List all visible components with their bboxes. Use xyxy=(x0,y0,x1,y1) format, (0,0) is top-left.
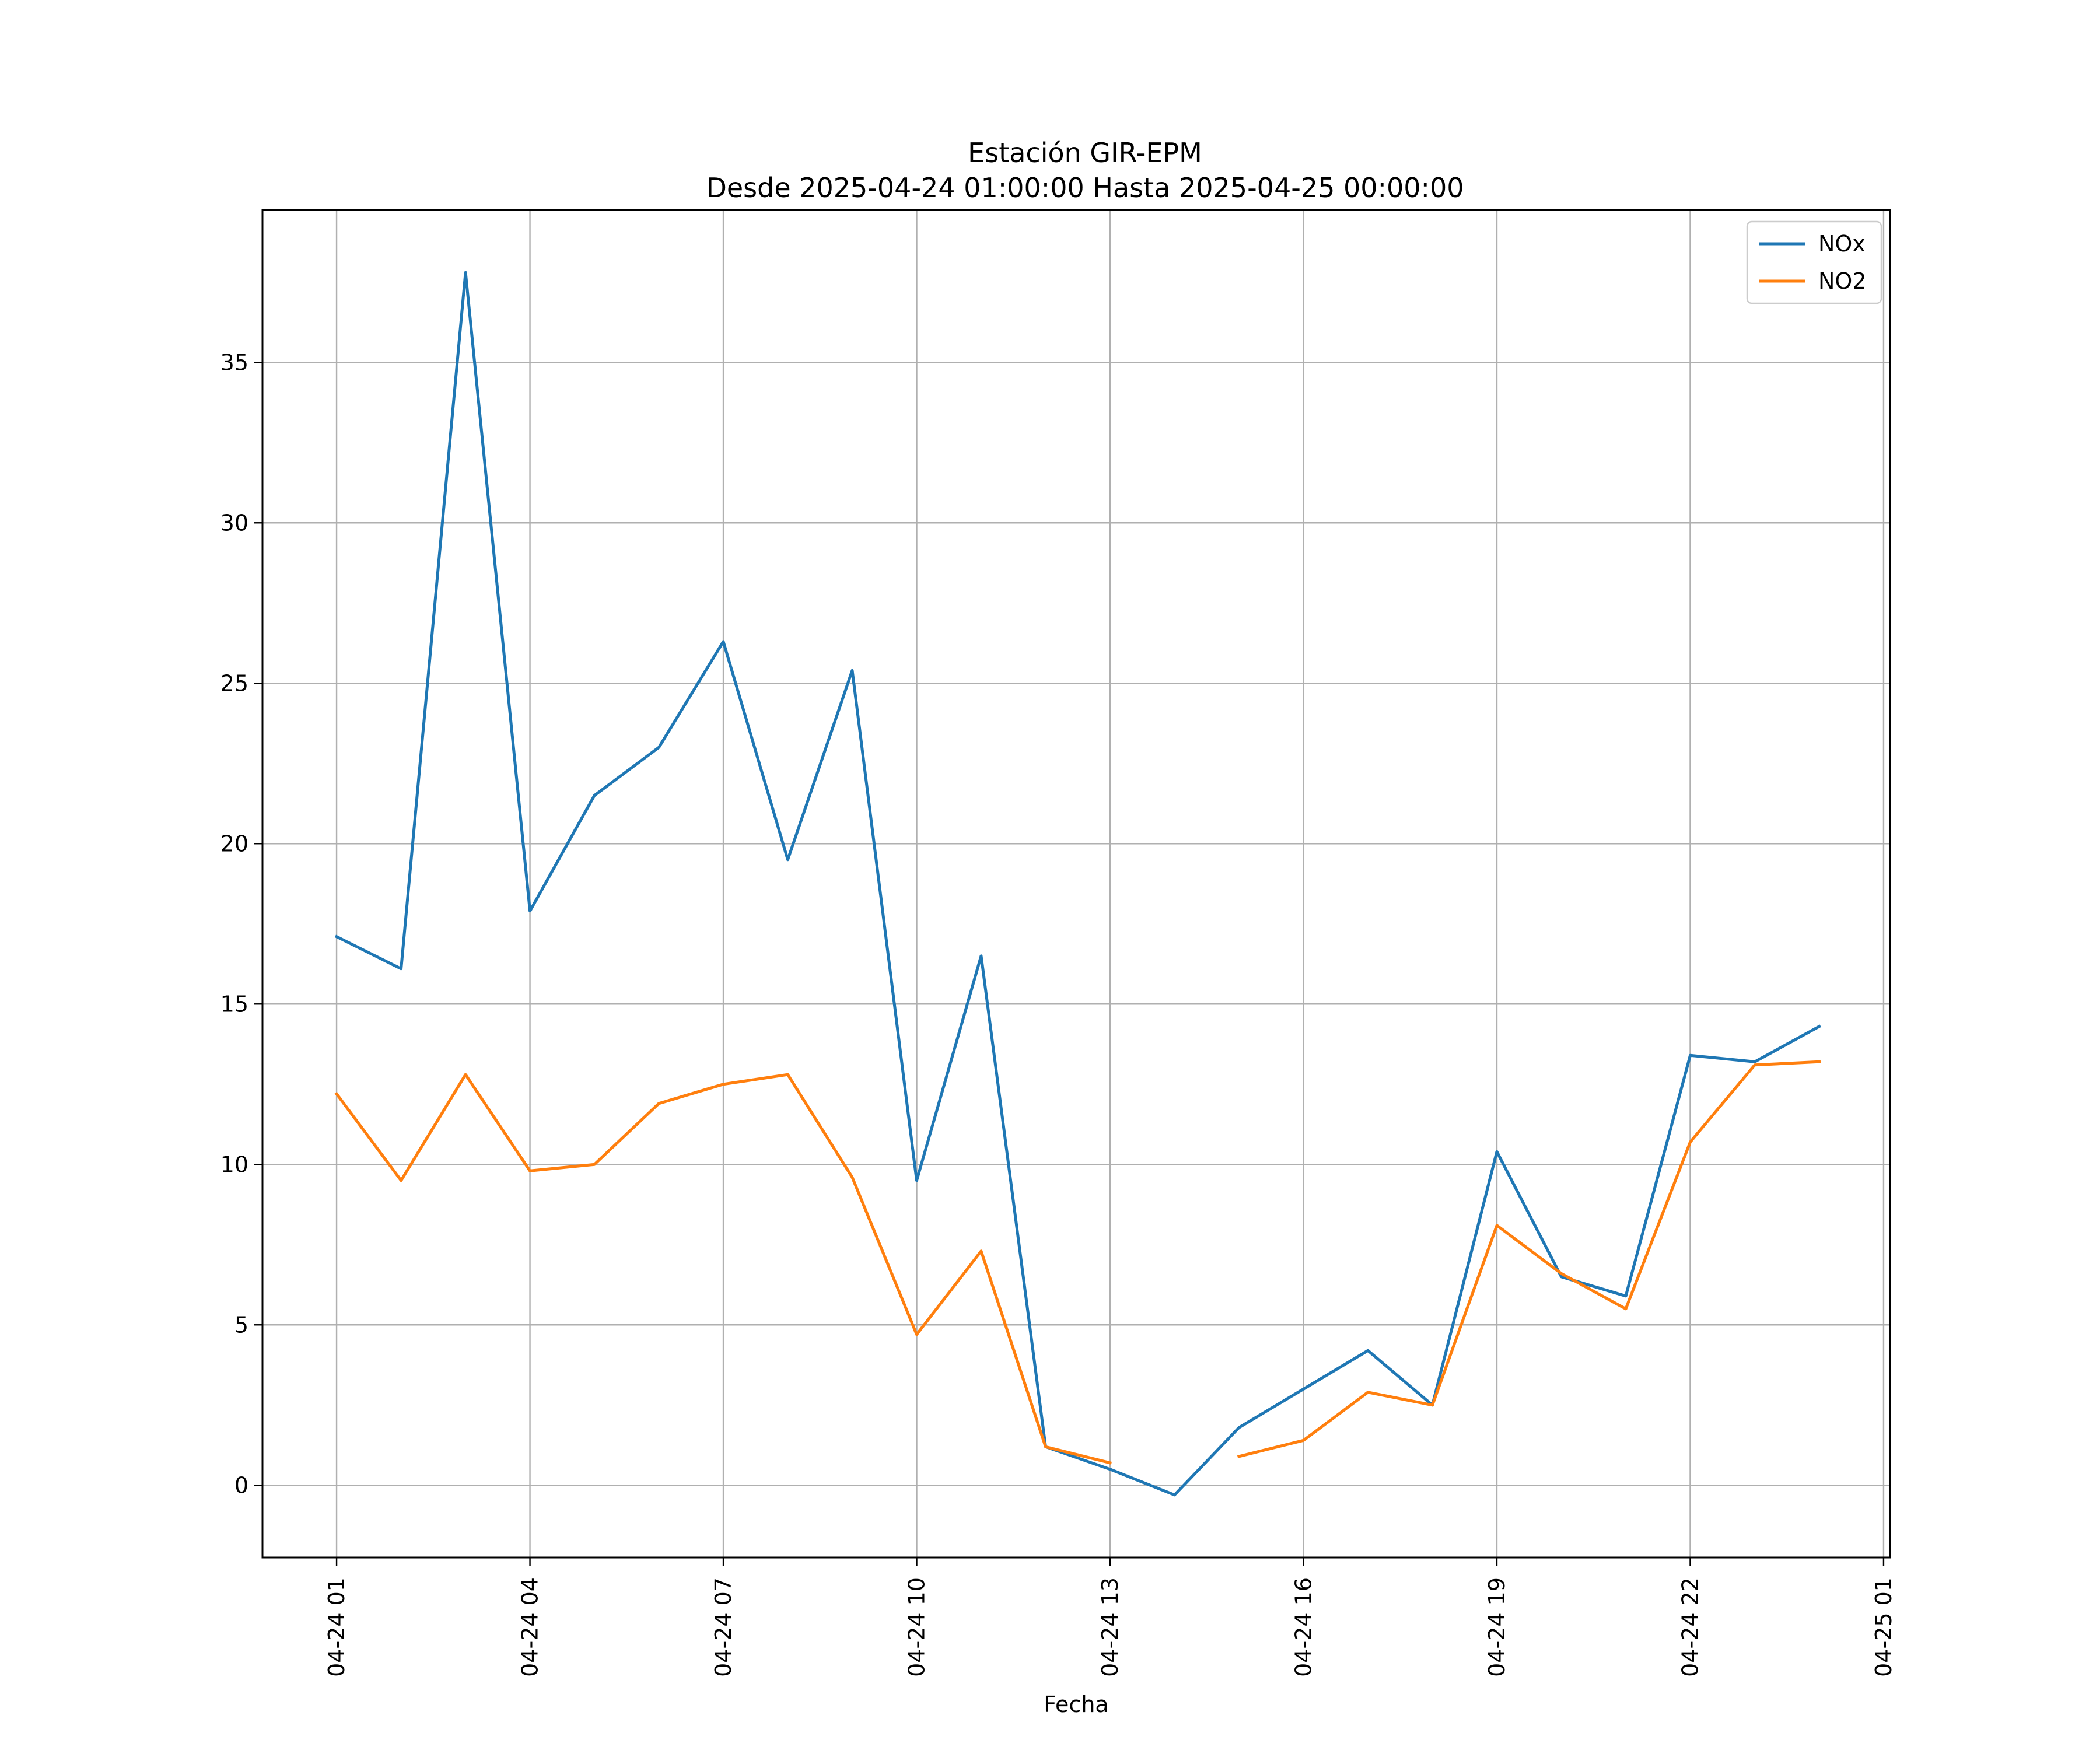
legend-box xyxy=(1746,220,1882,304)
y-tick-label: 20 xyxy=(220,831,249,856)
x-tick-label: 04-24 16 xyxy=(1290,1577,1316,1677)
series-lines xyxy=(334,271,1821,1497)
axis-ticks: 04-24 01 04-24 04 04-24 07 04-24 10 04-24 13… xyxy=(220,349,1896,1677)
series-line-no2 xyxy=(334,1060,1821,1465)
plot-area-frame xyxy=(261,209,1891,1559)
y-tick-label: 10 xyxy=(220,1152,249,1177)
y-tick-label: 35 xyxy=(220,349,249,375)
legend: NOx NO2 xyxy=(1746,220,1882,304)
legend-label: NO2 xyxy=(1818,268,1867,294)
y-tick-label: 15 xyxy=(220,991,249,1017)
x-axis-label: Fecha xyxy=(1044,1692,1108,1717)
x-tick-label: 04-24 01 xyxy=(324,1577,349,1677)
x-tick-label: 04-24 13 xyxy=(1097,1577,1123,1677)
y-tick-label: 0 xyxy=(235,1472,249,1498)
y-tick-label: 25 xyxy=(220,670,249,696)
x-tick-label: 04-24 10 xyxy=(904,1577,930,1677)
legend-label: NOx xyxy=(1818,231,1866,257)
x-tick-label: 04-24 19 xyxy=(1484,1577,1510,1677)
y-tick-label: 30 xyxy=(220,510,249,536)
chart-subtitle: Desde 2025-04-24 01:00:00 Hasta 2025-04-… xyxy=(706,172,1464,204)
x-tick-label: 04-24 04 xyxy=(517,1577,543,1677)
x-tick-label: 04-24 07 xyxy=(710,1577,736,1677)
x-tick-label: 04-25 01 xyxy=(1871,1577,1896,1677)
chart-title: Estación GIR-EPM xyxy=(968,137,1202,169)
y-tick-label: 5 xyxy=(235,1312,249,1338)
series-line-nox xyxy=(334,271,1821,1497)
x-tick-label: 04-24 22 xyxy=(1677,1577,1703,1677)
grid xyxy=(262,210,1890,1558)
